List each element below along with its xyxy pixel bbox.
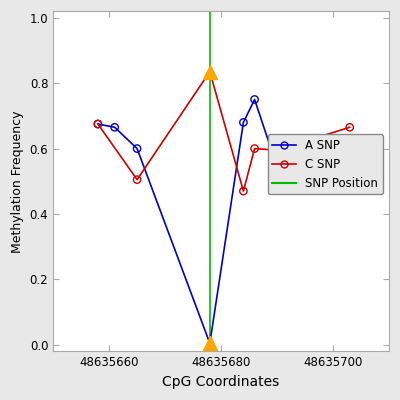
Point: [251, 145, 258, 152]
Legend: A SNP, C SNP, SNP Position: A SNP, C SNP, SNP Position: [268, 134, 383, 194]
Y-axis label: Methylation Frequency: Methylation Frequency: [11, 110, 24, 252]
Point: [274, 147, 280, 154]
Point: [134, 145, 140, 152]
Point: [251, 96, 258, 103]
Point: [240, 188, 247, 194]
Point: [112, 124, 118, 130]
Point: [274, 163, 280, 170]
Point: [302, 142, 308, 148]
Point: [134, 176, 140, 183]
Point: [240, 119, 247, 126]
Point: [95, 121, 101, 127]
X-axis label: CpG Coordinates: CpG Coordinates: [162, 375, 280, 389]
Point: [346, 124, 353, 130]
Point: [207, 340, 213, 346]
Point: [95, 121, 101, 127]
Point: [207, 68, 213, 75]
